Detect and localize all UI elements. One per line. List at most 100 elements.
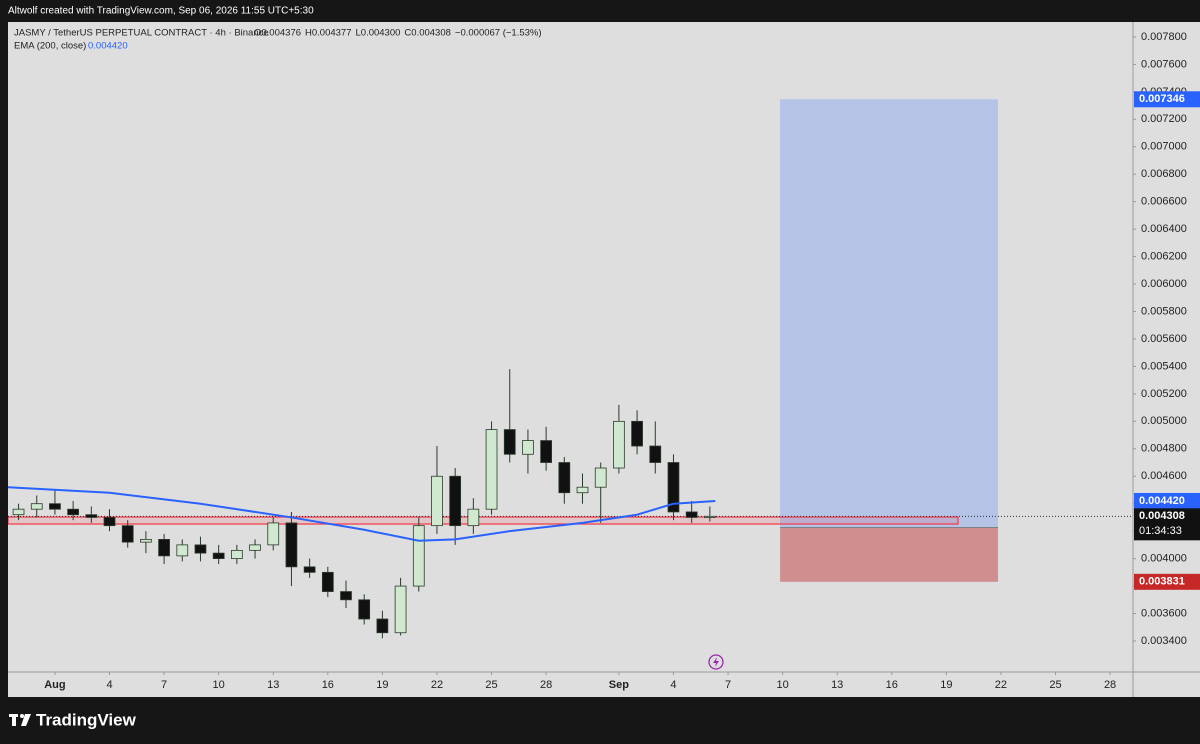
y-tick-label: 0.005000 [1141,415,1187,427]
candle-body [267,522,280,546]
candle-body [503,429,516,455]
plot-background [8,22,1200,697]
x-tick-label: 16 [886,679,898,691]
logo-mark [21,714,31,726]
ohlc-value: O0.004376 [254,28,301,39]
symbol-title: JASMY / TetherUS PERPETUAL CONTRACT · 4h… [14,28,269,39]
x-tick-label: 10 [213,679,225,691]
last-price-tag-bg [1134,508,1200,541]
ema-price-tag-bg [1134,492,1200,509]
y-tick-label: 0.005600 [1141,333,1187,345]
logo: TradingView [9,710,137,729]
y-tick-label: 0.006000 [1141,278,1187,290]
candle-body [249,544,261,551]
y-tick-label: 0.004600 [1141,470,1187,482]
candle-body [230,549,243,560]
support-zone [8,516,959,525]
candle-body [212,552,225,560]
candle-body [703,515,716,518]
candle-body [103,517,116,527]
y-tick-label: 0.007200 [1141,113,1187,125]
x-tick-label: 19 [376,679,388,691]
x-tick-label: 7 [161,679,167,691]
x-tick-label: 16 [322,679,334,691]
ohlc-value: H0.004377 [305,28,351,39]
x-tick-label: 13 [267,679,279,691]
candle-body [85,514,98,518]
candle-body [522,440,534,455]
alert-bolt[interactable] [713,657,719,667]
candle-body [285,522,298,568]
x-tick-label: Sep [609,679,629,691]
candle-body [412,525,425,587]
y-tick-label: 0.004800 [1141,443,1187,455]
candle-body [431,475,443,527]
plot [8,99,1133,639]
x-tick-label: Aug [44,679,65,691]
candle-body [30,503,43,510]
candle-body [303,566,316,573]
y-tick-label: 0.005800 [1141,305,1187,317]
y-tick-label: 0.005400 [1141,360,1187,372]
candle-body [376,618,389,634]
candle-body [685,511,698,518]
ohlc-value: −0.000067 (−1.53%) [455,28,542,39]
candle-body [558,462,571,494]
y-tick-label: 0.006600 [1141,196,1187,208]
y-tick-label: 0.006200 [1141,251,1187,263]
candle-body [613,420,625,469]
candle-body [176,544,189,557]
candle-body [194,544,207,554]
stop-price-tag: 0.003831 [1139,576,1185,588]
ema-value: 0.004420 [88,41,128,52]
x-tick-label: 7 [725,679,731,691]
x-tick-label: 25 [485,679,497,691]
loss-zone [780,527,999,582]
ema-line [8,486,716,542]
ema-name: EMA (200, close) [14,41,86,52]
target-price-tag-bg [1134,91,1200,108]
x-tick-label: 4 [670,679,676,691]
candle-body [667,462,680,513]
y-tick-label: 0.005200 [1141,388,1187,400]
y-tick-label: 0.006400 [1141,223,1187,235]
candle-body [649,445,662,463]
ema-price-tag: 0.004420 [1139,495,1185,507]
y-tick-label: 0.006800 [1141,168,1187,180]
y-tick-label: 0.003600 [1141,607,1187,619]
brand: TradingView [36,710,137,729]
alert-icon[interactable] [708,654,724,670]
candle-body [394,585,407,634]
x-tick-label: 13 [831,679,843,691]
x-tick-label: 4 [106,679,112,691]
x-tick-label: 28 [1104,679,1116,691]
candle-body [321,571,334,592]
y-tick-label: 0.003400 [1141,635,1187,647]
candle-body [449,475,462,527]
candle-body [594,467,607,488]
y-tick-label: 0.004000 [1141,553,1187,565]
candle-body [576,486,589,494]
y-tick-label: 0.007000 [1141,141,1187,153]
candle-body [631,420,643,447]
candle-body [12,508,25,516]
last-price-tag: 0.004308 [1139,510,1185,522]
candle-body [467,508,480,527]
ohlc-value: L0.004300 [356,28,401,39]
x-tick-label: 10 [776,679,788,691]
target-price-tag: 0.007346 [1139,93,1185,105]
x-tick-label: 22 [431,679,443,691]
candle-body [67,508,79,516]
candle-body [485,429,498,510]
candle-body [140,538,152,543]
candle-body [121,525,134,543]
x-tick-label: 22 [995,679,1007,691]
last-price-tag-countdown: 01:34:33 [1139,525,1182,537]
x-tick-label: 28 [540,679,552,691]
stop-price-tag-bg [1134,573,1200,590]
x-tick-label: 19 [940,679,952,691]
ohlc-value: C0.004308 [404,28,450,39]
logo-mark [12,714,16,726]
